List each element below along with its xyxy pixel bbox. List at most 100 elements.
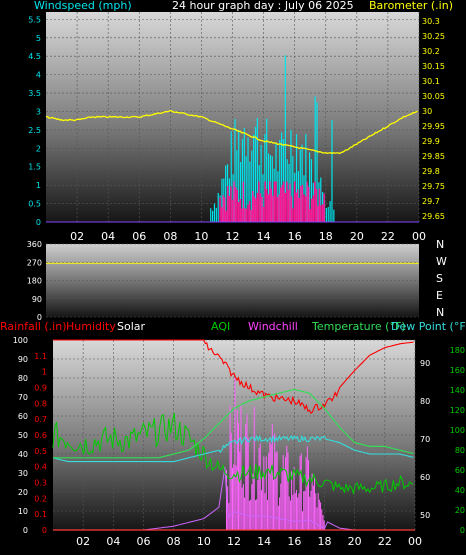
barometer-tick-label: 29.9: [422, 137, 440, 146]
barometer-tick-label: 30.2: [422, 47, 440, 56]
temperature-tick-label: 50: [420, 511, 430, 520]
top-x-tick-label: 06: [132, 230, 146, 243]
barometer-tick-label: 29.95: [422, 122, 445, 131]
dewpoint-line: [52, 434, 414, 463]
compass-label: S: [436, 272, 443, 285]
humidity-tick-label: 60: [18, 412, 28, 421]
top-x-tick-label: 02: [70, 230, 84, 243]
wind-tick-label: 0: [36, 218, 41, 227]
barometer-tick-label: 29.65: [422, 212, 445, 221]
barometer-tick-label: 30.3: [422, 17, 440, 26]
rain-tick-label: 0: [42, 526, 47, 535]
windchill-legend-label: Windchill: [248, 320, 298, 333]
wind-tick-label: 5: [36, 34, 41, 43]
aqi-tick-label: 120: [450, 406, 465, 415]
wind-tick-label: 2: [36, 144, 41, 153]
barometer-tick-label: 30.15: [422, 62, 445, 71]
aqi-tick-label: 40: [455, 486, 465, 495]
temperature-tick-label: 60: [420, 473, 430, 482]
top-x-tick-label: 08: [163, 230, 177, 243]
rain-tick-label: 0.3: [34, 479, 47, 488]
humidity-tick-label: 70: [18, 393, 28, 402]
bottom-x-tick-label: 08: [167, 535, 181, 548]
rain-tick-label: 0.4: [34, 463, 47, 472]
wind-tick-label: 1.5: [28, 163, 41, 172]
barometer-tick-label: 30.05: [422, 92, 445, 101]
chart-title: 24 hour graph day : July 06 2025: [172, 0, 354, 12]
barometer-axis-label: Barometer (.in): [369, 0, 453, 12]
solar-legend-label: Solar: [117, 320, 146, 333]
rain-tick-label: 0.9: [34, 384, 47, 393]
aqi-tick-label: 100: [450, 426, 465, 435]
humidity-tick-label: 0: [23, 526, 28, 535]
compass-label: N: [436, 306, 444, 319]
temperature-tick-label: 70: [420, 435, 430, 444]
rain-tick-label: 0.2: [34, 494, 47, 503]
top-x-tick-label: 16: [288, 230, 302, 243]
barometer-tick-label: 30.25: [422, 32, 445, 41]
rain-tick-label: 0.5: [34, 447, 47, 456]
humidity-tick-label: 30: [18, 469, 28, 478]
direction-tick-label: 90: [32, 295, 42, 304]
wind-tick-label: 0.5: [28, 200, 41, 209]
barometer-tick-label: 30.1: [422, 77, 440, 86]
direction-tick-label: 0: [37, 313, 42, 322]
humidity-tick-label: 50: [18, 431, 28, 440]
direction-tick-label: 360: [27, 240, 42, 249]
wind-tick-label: 4.5: [28, 52, 41, 61]
aqi-tick-label: 60: [455, 466, 465, 475]
aqi-line: [52, 412, 414, 496]
bottom-x-tick-label: 04: [106, 535, 120, 548]
rain-tick-label: 1.1: [34, 352, 47, 361]
rain-tick-label: 0.1: [34, 510, 47, 519]
barometer-tick-label: 29.7: [422, 197, 440, 206]
bottom-x-tick-label: 02: [76, 535, 90, 548]
bottom-x-tick-label: 00: [408, 535, 422, 548]
aqi-tick-label: 140: [450, 386, 465, 395]
wind-tick-label: 3.5: [28, 89, 41, 98]
barometer-line: [45, 109, 418, 155]
barometer-tick-label: 29.75: [422, 182, 445, 191]
humidity-tick-label: 10: [18, 507, 28, 516]
bottom-x-tick-label: 18: [318, 535, 332, 548]
aqi-legend-label: AQI: [211, 320, 230, 333]
barometer-tick-label: 30: [422, 107, 432, 116]
aqi-tick-label: 160: [450, 366, 465, 375]
bottom-x-tick-label: 12: [227, 535, 241, 548]
humidity-tick-label: 20: [18, 488, 28, 497]
top-x-tick-label: 14: [257, 230, 271, 243]
bottom-x-tick-label: 06: [137, 535, 151, 548]
barometer-tick-label: 29.8: [422, 167, 440, 176]
barometer-tick-label: 29.85: [422, 152, 445, 161]
compass-label: W: [436, 255, 447, 268]
wind-tick-label: 3: [36, 107, 41, 116]
temperature-tick-label: 80: [420, 397, 430, 406]
top-x-tick-label: 22: [381, 230, 395, 243]
direction-panel: [46, 244, 419, 317]
direction-tick-label: 270: [27, 258, 42, 267]
rain-tick-label: 0.8: [34, 399, 47, 408]
wind-tick-label: 4: [36, 71, 41, 80]
chart-marks: 0 0.5 1 1.5 2 2.5 3 3.5 4 4.5 5 5.5 29.65 29.7 29.75 29…: [13, 12, 465, 548]
bottom-x-tick-label: 10: [197, 535, 211, 548]
humidity-tick-label: 80: [18, 374, 28, 383]
rain-tick-label: 0.6: [34, 431, 47, 440]
rain-tick-label: 0.7: [34, 415, 47, 424]
rain-legend-label: Rainfall (.in): [0, 320, 67, 333]
top-x-tick-label: 10: [194, 230, 208, 243]
humidity-tick-label: 100: [13, 336, 28, 345]
aqi-tick-label: 180: [450, 346, 465, 355]
top-x-tick-label: 18: [319, 230, 333, 243]
aqi-tick-label: 0: [460, 526, 465, 535]
compass-label: N: [436, 238, 444, 251]
bottom-x-tick-label: 14: [257, 535, 271, 548]
aqi-tick-label: 80: [455, 446, 465, 455]
wind-tick-label: 5.5: [28, 15, 41, 24]
humidity-legend-label: Humidity: [66, 320, 116, 333]
bottom-x-tick-label: 16: [287, 535, 301, 548]
humidity-line: [53, 339, 414, 415]
humidity-tick-label: 40: [18, 450, 28, 459]
top-x-tick-label: 00: [412, 230, 426, 243]
bottom-x-tick-label: 22: [378, 535, 392, 548]
